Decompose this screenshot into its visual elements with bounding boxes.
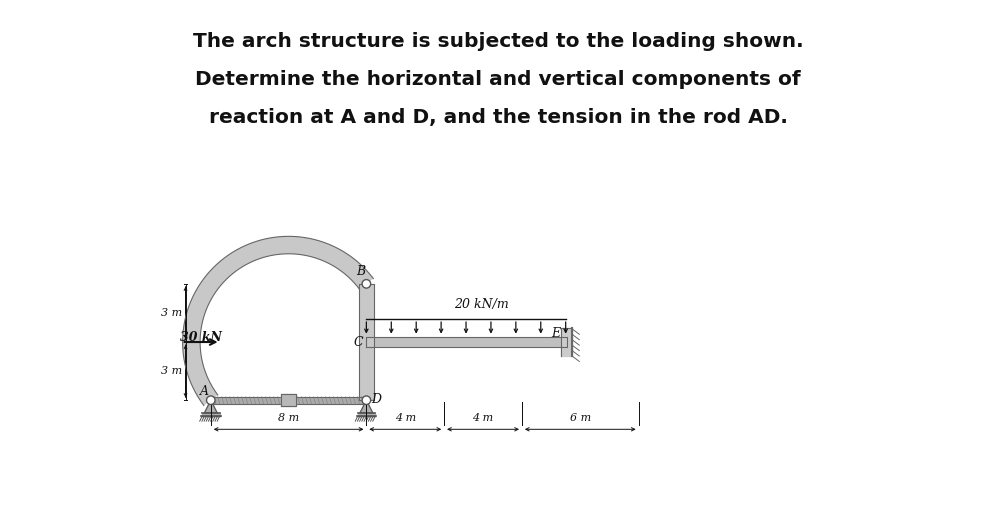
Text: The arch structure is subjected to the loading shown.: The arch structure is subjected to the l…: [192, 32, 804, 51]
Text: 6 m: 6 m: [570, 413, 591, 423]
Text: Determine the horizontal and vertical components of: Determine the horizontal and vertical co…: [195, 70, 801, 89]
Text: A: A: [200, 385, 209, 398]
Polygon shape: [211, 397, 367, 404]
Circle shape: [363, 280, 371, 288]
Polygon shape: [358, 413, 375, 416]
Text: reaction at A and D, and the tension in the rod AD.: reaction at A and D, and the tension in …: [208, 108, 788, 127]
Text: B: B: [356, 265, 366, 278]
Circle shape: [363, 396, 371, 405]
Text: E: E: [551, 327, 560, 340]
Text: 4 m: 4 m: [394, 413, 415, 423]
Text: D: D: [372, 393, 381, 406]
Text: 20 kN/m: 20 kN/m: [454, 298, 509, 311]
Text: 3 m: 3 m: [160, 366, 181, 376]
Text: 30 kN: 30 kN: [179, 331, 221, 344]
Text: 4 m: 4 m: [472, 413, 494, 423]
Polygon shape: [367, 337, 567, 347]
Polygon shape: [182, 236, 374, 405]
Polygon shape: [359, 284, 374, 400]
Polygon shape: [202, 413, 219, 416]
Text: C: C: [354, 336, 364, 349]
Polygon shape: [204, 400, 217, 413]
Text: 8 m: 8 m: [278, 413, 299, 423]
Polygon shape: [281, 394, 296, 406]
Circle shape: [206, 396, 215, 405]
Polygon shape: [360, 400, 373, 413]
Text: 3 m: 3 m: [160, 308, 181, 318]
Polygon shape: [561, 329, 572, 356]
